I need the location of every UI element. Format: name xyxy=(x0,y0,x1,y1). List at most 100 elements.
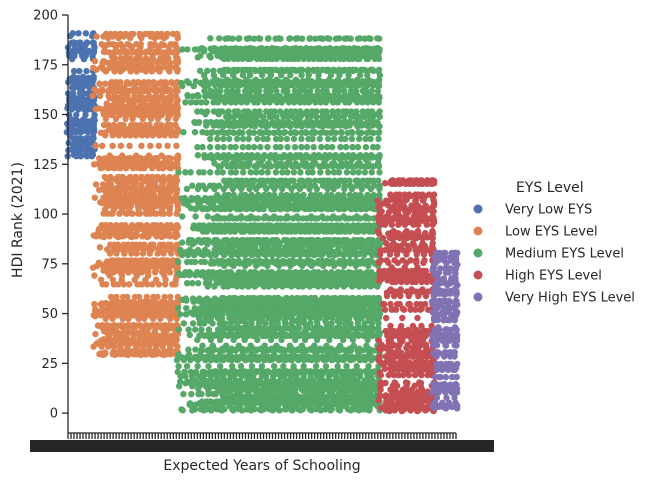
data-point xyxy=(101,48,109,55)
data-point xyxy=(112,337,120,344)
data-point xyxy=(238,213,245,220)
data-point xyxy=(118,267,126,274)
data-point xyxy=(167,261,174,268)
data-point xyxy=(167,92,175,100)
data-point xyxy=(133,246,140,253)
data-point xyxy=(169,308,176,315)
data-point xyxy=(144,109,151,116)
data-point xyxy=(91,272,98,279)
data-point xyxy=(271,108,278,115)
data-point xyxy=(96,80,103,87)
data-point xyxy=(146,121,153,129)
data-point xyxy=(221,320,229,327)
data-point xyxy=(90,39,97,47)
data-point xyxy=(124,176,131,183)
data-point xyxy=(172,233,179,240)
series-2 xyxy=(173,35,384,414)
data-point xyxy=(298,135,305,143)
data-point xyxy=(313,108,320,115)
data-point xyxy=(159,49,166,56)
data-point xyxy=(91,194,99,201)
data-point xyxy=(195,119,203,126)
data-point xyxy=(173,142,180,149)
data-point xyxy=(174,199,181,207)
data-point xyxy=(233,135,241,143)
data-point xyxy=(103,189,110,197)
data-point xyxy=(147,210,154,217)
data-point xyxy=(84,90,91,97)
data-point xyxy=(143,293,150,301)
data-point xyxy=(356,345,363,352)
data-point xyxy=(144,161,151,169)
data-point xyxy=(107,176,114,183)
data-point xyxy=(133,176,140,183)
data-point xyxy=(249,182,256,189)
data-point xyxy=(341,182,348,189)
data-point xyxy=(133,152,140,159)
data-point xyxy=(172,337,179,344)
data-point xyxy=(135,293,143,301)
data-point xyxy=(149,189,157,197)
data-point xyxy=(226,402,233,410)
data-point xyxy=(178,239,186,246)
data-point xyxy=(154,161,161,169)
data-point xyxy=(104,246,111,253)
data-point xyxy=(322,406,329,413)
data-point xyxy=(111,199,119,207)
data-point xyxy=(126,161,133,169)
data-point xyxy=(81,96,89,104)
data-point xyxy=(96,105,103,112)
data-point xyxy=(317,129,324,136)
data-point xyxy=(115,34,122,42)
data-point xyxy=(113,267,120,274)
data-point xyxy=(73,111,80,119)
data-point xyxy=(121,261,128,268)
data-point xyxy=(260,402,268,410)
data-point xyxy=(141,97,149,104)
data-point xyxy=(122,189,130,197)
data-point xyxy=(81,117,88,124)
data-point xyxy=(138,34,145,42)
data-point xyxy=(109,142,116,149)
data-point xyxy=(209,320,216,327)
data-point xyxy=(82,76,89,83)
data-point xyxy=(364,402,371,410)
data-point xyxy=(115,132,123,139)
data-point xyxy=(172,80,180,87)
data-point xyxy=(150,315,157,322)
data-point xyxy=(192,213,199,220)
data-point xyxy=(102,315,109,322)
data-point xyxy=(154,293,161,301)
data-point xyxy=(161,132,168,139)
data-point xyxy=(317,345,324,352)
data-point xyxy=(132,132,140,139)
data-point xyxy=(145,176,153,183)
data-point xyxy=(158,176,166,183)
data-point xyxy=(226,135,233,143)
data-point xyxy=(151,337,158,344)
data-point xyxy=(319,213,326,220)
data-point xyxy=(167,293,174,301)
data-point xyxy=(190,82,197,90)
data-point xyxy=(133,161,140,169)
data-point xyxy=(159,199,166,207)
data-point xyxy=(201,320,208,327)
data-point xyxy=(93,233,100,240)
data-point xyxy=(282,402,289,410)
data-point xyxy=(239,135,247,143)
data-point xyxy=(91,117,98,124)
data-point xyxy=(132,233,139,240)
data-point xyxy=(273,182,281,189)
data-point xyxy=(125,109,132,116)
data-point xyxy=(158,224,165,232)
data-point xyxy=(283,135,291,143)
data-point xyxy=(74,82,82,89)
data-point xyxy=(155,281,162,288)
data-point xyxy=(159,244,166,251)
data-point xyxy=(348,295,356,302)
data-point xyxy=(90,312,97,319)
data-point xyxy=(134,224,141,232)
data-point xyxy=(156,68,163,75)
data-point xyxy=(83,67,90,75)
